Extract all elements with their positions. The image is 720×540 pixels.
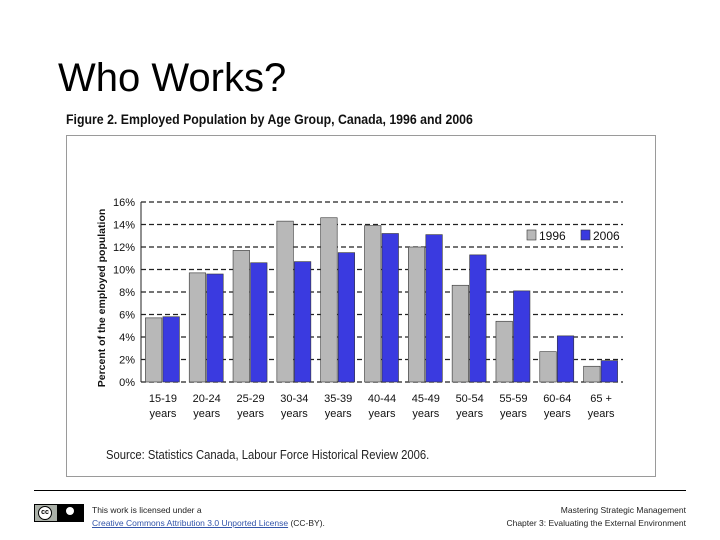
chart-frame: 0% 2% 4% 6% 8% 10% 12% 14% 16% Percent of the emp… <box>66 135 656 477</box>
x-tick-label: years <box>456 408 483 420</box>
x-tick-label: 55-59 <box>499 393 527 405</box>
chapter-title: Chapter 3: Evaluating the External Envir… <box>506 518 686 528</box>
x-tick-label: years <box>237 408 264 420</box>
x-tick-label: years <box>193 408 220 420</box>
bar-2006-2 <box>206 273 224 383</box>
x-tick-label: 35-39 <box>324 393 352 405</box>
footer-divider <box>34 490 686 491</box>
bar-2006-5 <box>337 252 355 383</box>
bar-1996-10 <box>539 351 557 383</box>
bar-2006-11 <box>600 360 618 383</box>
x-tick-label: years <box>544 408 571 420</box>
legend-swatch-2006 <box>580 229 591 241</box>
x-tick-label: 25-29 <box>236 393 264 405</box>
book-title: Mastering Strategic Management <box>560 505 686 515</box>
legend-label-1996: 1996 <box>539 229 566 243</box>
bar-2006-10 <box>556 335 575 383</box>
bar-1996-5 <box>320 217 338 383</box>
y-tick-label: 16% <box>113 197 135 209</box>
x-tick-label: years <box>281 408 308 420</box>
figure-caption: Figure 2. Employed Population by Age Gro… <box>66 111 473 127</box>
bar-1996-2 <box>188 272 207 383</box>
bar-2006-3 <box>250 262 268 383</box>
x-tick-label: years <box>325 408 352 420</box>
y-tick-label: 0% <box>119 377 135 389</box>
y-tick-label: 10% <box>113 265 135 277</box>
y-tick-label: 2% <box>119 355 135 367</box>
legend-swatch-1996 <box>526 229 537 241</box>
bar-chart: 0% 2% 4% 6% 8% 10% 12% 14% 16% Percent of the emp… <box>96 197 623 420</box>
y-tick-label: 6% <box>119 310 135 322</box>
x-tick-label: 20-24 <box>193 393 221 405</box>
cc-by-badge-icon: cc <box>34 504 84 522</box>
bar-1996-6 <box>364 225 382 383</box>
bar-1996-11 <box>583 365 601 383</box>
bar-1996-8 <box>451 284 469 383</box>
bar-2006-7 <box>425 234 443 383</box>
x-tick-label: years <box>149 408 176 420</box>
person-icon <box>66 507 74 515</box>
x-tick-label: years <box>369 408 396 420</box>
bar-2006-1 <box>162 316 180 383</box>
x-tick-label: 60-64 <box>543 393 571 405</box>
y-tick-label: 14% <box>113 220 135 232</box>
by-icon <box>57 505 83 521</box>
bar-1996-7 <box>408 246 426 383</box>
bar-2006-4 <box>294 261 312 383</box>
book-info: Mastering Strategic Management Chapter 3… <box>506 504 686 530</box>
bar-1996-3 <box>232 250 250 383</box>
x-tick-label: 45-49 <box>412 393 440 405</box>
license-line: Creative Commons Attribution 3.0 Unporte… <box>92 517 325 530</box>
bar-1996-9 <box>495 320 513 383</box>
bar-2006-6 <box>381 233 399 383</box>
x-tick-label: 40-44 <box>368 393 396 405</box>
slide-title: Who Works? <box>58 56 287 100</box>
y-axis-label: Percent of the employed population <box>96 209 108 388</box>
bar-1996-1 <box>145 317 163 383</box>
x-tick-label: 15-19 <box>149 393 177 405</box>
cc-icon: cc <box>38 506 52 520</box>
y-tick-label: 8% <box>119 287 135 299</box>
x-tick-label: 50-54 <box>456 393 484 405</box>
y-tick-label: 12% <box>113 242 135 254</box>
x-tick-label: years <box>588 408 615 420</box>
x-tick-label: years <box>412 408 439 420</box>
x-tick-label: 30-34 <box>280 393 308 405</box>
source-note: Source: Statistics Canada, Labour Force … <box>106 448 430 462</box>
y-tick-label: 4% <box>119 332 135 344</box>
license-prefix: This work is licensed under a <box>92 505 202 515</box>
bar-2006-9 <box>513 290 531 383</box>
x-tick-label: 65 + <box>590 393 612 405</box>
bar-2006-8 <box>469 254 487 383</box>
license-notice: This work is licensed under a Creative C… <box>92 504 325 530</box>
license-suffix: (CC-BY). <box>290 518 325 528</box>
x-tick-label: years <box>500 408 527 420</box>
license-link[interactable]: Creative Commons Attribution 3.0 Unporte… <box>92 518 289 528</box>
legend-label-2006: 2006 <box>593 229 620 243</box>
bar-1996-4 <box>276 220 294 383</box>
